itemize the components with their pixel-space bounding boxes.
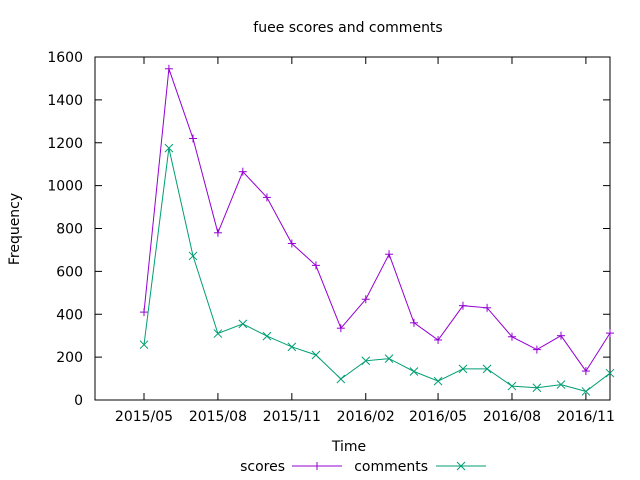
data-point-scores	[483, 303, 492, 312]
y-tick-label: 200	[56, 350, 83, 366]
data-point-scores	[287, 239, 296, 248]
data-point-scores	[409, 318, 418, 327]
data-point-comments	[361, 356, 371, 366]
data-point-scores	[556, 331, 565, 340]
chart-title: fuee scores and comments	[253, 20, 442, 36]
data-point-scores	[507, 332, 516, 341]
data-point-scores	[532, 345, 541, 354]
x-tick-label: 2015/08	[189, 409, 247, 425]
y-tick-label: 600	[56, 264, 83, 280]
data-point-comments	[336, 374, 346, 384]
data-point-comments	[384, 354, 394, 363]
data-point-scores	[140, 308, 149, 317]
y-tick-label: 1400	[47, 93, 83, 109]
data-point-comments	[262, 331, 272, 341]
data-point-comments	[287, 342, 297, 352]
data-point-scores	[164, 64, 173, 73]
legend-label-scores: scores	[240, 459, 285, 475]
y-axis: 0 200 400 600 800 1000 1200 1400 1600	[47, 50, 610, 409]
data-point-comments	[482, 364, 492, 374]
series-layer	[139, 64, 615, 396]
data-point-scores	[434, 335, 443, 344]
data-point-scores	[262, 193, 271, 202]
data-point-scores	[458, 301, 467, 310]
data-point-scores	[606, 329, 614, 338]
legend-marker-comments	[456, 461, 466, 471]
x-tick-label: 2015/11	[263, 409, 321, 425]
x-axis: 2015/05 2015/08 2015/11 2016/02 2016/05 2016/…	[115, 57, 615, 425]
legend: scores comments	[240, 459, 486, 475]
legend-label-comments: comments	[354, 459, 428, 475]
data-point-scores	[311, 261, 320, 270]
x-tick-label: 2016/11	[557, 409, 615, 425]
data-point-comments	[556, 380, 566, 389]
data-point-comments	[238, 319, 248, 329]
series-line-comments	[143, 147, 611, 392]
data-point-comments	[164, 143, 174, 153]
data-point-scores	[213, 228, 222, 237]
data-point-scores	[238, 167, 247, 176]
data-point-comments	[605, 368, 615, 378]
data-point-comments	[311, 350, 321, 360]
series-line-scores	[143, 68, 611, 372]
data-point-comments	[409, 367, 419, 376]
y-tick-label: 0	[74, 393, 83, 409]
data-point-comments	[188, 251, 198, 261]
data-point-comments	[433, 376, 443, 386]
data-point-comments	[458, 364, 468, 374]
data-point-scores	[189, 134, 198, 143]
y-tick-label: 1000	[47, 179, 83, 195]
data-point-scores	[385, 250, 394, 259]
data-point-comments	[581, 387, 591, 396]
x-tick-label: 2016/08	[483, 409, 541, 425]
x-tick-label: 2016/05	[409, 409, 467, 425]
y-tick-label: 400	[56, 307, 83, 323]
data-point-scores	[581, 367, 590, 376]
y-tick-label: 1200	[47, 136, 83, 152]
data-point-comments	[532, 383, 542, 393]
y-axis-label: Frequency	[7, 193, 23, 265]
data-point-comments	[507, 381, 517, 391]
x-tick-label: 2015/05	[115, 409, 173, 425]
x-axis-label: Time	[331, 439, 366, 455]
data-point-scores	[336, 324, 345, 333]
plot-frame	[94, 56, 611, 401]
y-tick-label: 800	[56, 222, 83, 238]
legend-marker-scores	[313, 462, 321, 470]
y-tick-label: 1600	[47, 50, 83, 66]
data-point-comments	[139, 340, 149, 350]
data-point-comments	[213, 329, 223, 338]
x-tick-label: 2016/02	[337, 409, 395, 425]
data-point-scores	[361, 295, 370, 304]
